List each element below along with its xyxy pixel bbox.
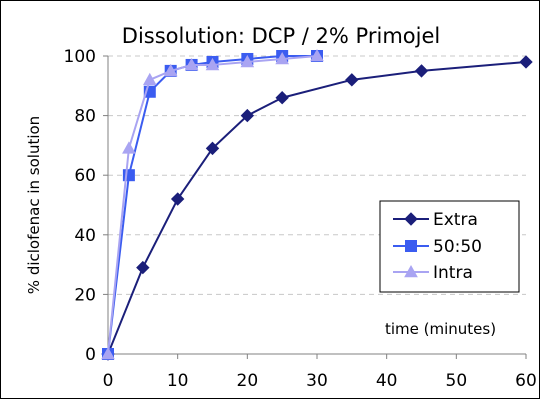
x-axis-annotation: time (minutes)	[385, 320, 496, 338]
legend-entries: Extra 50:50 Intra	[393, 210, 482, 283]
legend-label-extra: Extra	[433, 210, 478, 230]
x-tick-label: 0	[103, 371, 114, 391]
data-point-extra	[205, 141, 220, 156]
data-point-intra	[240, 54, 255, 68]
legend-marker-50-50	[405, 240, 417, 252]
legend-marker-intra	[404, 264, 418, 278]
y-tick-label: 40	[74, 226, 96, 246]
data-point-extra	[170, 192, 185, 206]
data-point-extra	[414, 64, 429, 78]
y-tick-label: 60	[74, 166, 96, 186]
y-tick-label: 80	[74, 107, 96, 127]
legend-box	[379, 200, 520, 293]
data-point-intra	[163, 63, 178, 77]
data-point-extra	[136, 260, 150, 275]
x-tick-label: 60	[515, 371, 537, 391]
legend: Extra 50:50 Intra	[379, 200, 520, 293]
data-point-intra	[310, 48, 324, 62]
legend-label-intra: Intra	[433, 263, 473, 283]
y-tick-label: 0	[85, 345, 96, 365]
series-intra	[101, 48, 324, 360]
y-tick-labels: 0 20 40 60 80 100	[64, 47, 96, 365]
data-point-intra	[184, 57, 199, 71]
data-point-intra	[205, 57, 220, 71]
x-tick-labels: 0 10 20 30 40 50 60	[103, 371, 537, 391]
x-tick-label: 20	[237, 371, 259, 391]
data-point-intra	[275, 51, 290, 65]
y-tick-label: 20	[74, 285, 96, 305]
data-point-extra	[519, 55, 533, 69]
data-point-extra	[345, 73, 359, 87]
x-tick-label: 10	[167, 371, 189, 391]
legend-label-50-50: 50:50	[433, 237, 482, 257]
x-tick-label: 50	[446, 371, 468, 391]
data-point-intra	[142, 72, 157, 86]
data-point-intra	[101, 346, 115, 360]
chart-title: Dissolution: DCP / 2% Primojel	[122, 24, 440, 48]
x-tick-label: 30	[306, 371, 328, 391]
data-point-intra	[122, 141, 136, 154]
series-group	[101, 48, 533, 361]
x-tick-label: 40	[376, 371, 398, 391]
data-point-50-50	[143, 85, 156, 98]
data-point-50-50	[122, 169, 135, 182]
legend-marker-extra	[404, 212, 418, 226]
y-tick-label: 100	[64, 47, 96, 67]
data-point-extra	[275, 91, 289, 105]
data-point-extra	[240, 108, 255, 123]
y-axis-label: % diclofenac in solution	[25, 116, 43, 294]
